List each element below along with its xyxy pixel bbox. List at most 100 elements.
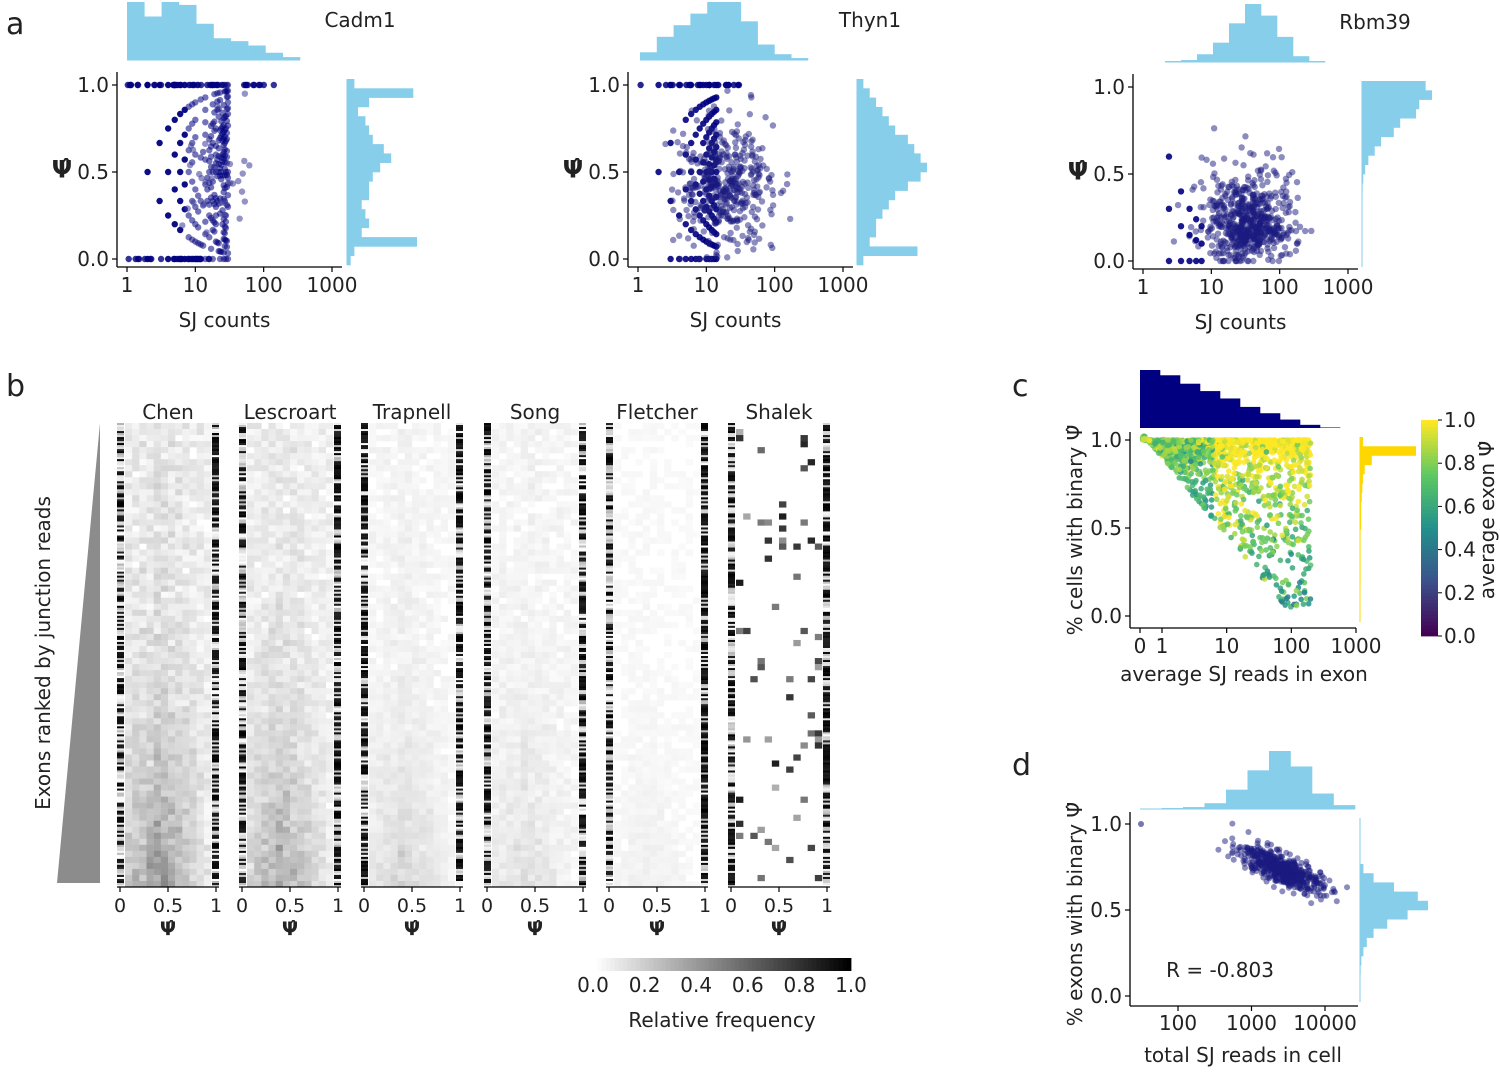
heatmap-cell	[146, 826, 154, 833]
heatmap-cell	[261, 802, 269, 809]
heatmap-cell	[132, 621, 140, 629]
heatmap-cell	[146, 645, 154, 653]
data-point	[224, 192, 232, 199]
heatmap-cell	[125, 537, 133, 544]
heatmap-cell	[325, 784, 334, 791]
heatmap-edge-cell	[239, 531, 246, 534]
heatmap-edge-cell	[117, 575, 124, 578]
heatmap-cell	[318, 519, 327, 526]
heatmap-cell	[160, 826, 169, 833]
heatmap-edge-cell	[239, 487, 246, 490]
heatmap-cell	[433, 688, 441, 695]
heatmap-edge-cell	[117, 551, 124, 554]
heatmap-cell	[318, 862, 327, 870]
heatmap-edge-cell	[212, 519, 219, 522]
heatmap-cell	[160, 670, 169, 677]
heatmap-cell	[376, 700, 384, 707]
heatmap-edge-cell	[212, 860, 219, 864]
heatmap-cell	[182, 796, 190, 803]
heatmap-cell	[261, 453, 269, 460]
heatmap-edge-cell	[239, 740, 246, 743]
heatmap-edge-cell	[239, 666, 246, 669]
heatmap-edge-cell	[117, 872, 124, 876]
heatmap-cell	[325, 645, 334, 653]
heatmap-cell	[247, 760, 255, 767]
heatmap-edge-cell	[334, 567, 341, 570]
data-point	[683, 206, 690, 214]
heatmap-cell	[160, 730, 169, 737]
heatmap-cell	[268, 603, 276, 611]
heatmap-cell	[168, 465, 176, 472]
data-point	[223, 135, 231, 143]
data-point	[709, 229, 716, 237]
heatmap-cell	[146, 483, 154, 490]
heatmap-edge-cell	[239, 748, 246, 751]
heatmap-cell	[376, 543, 384, 550]
heatmap-cell	[203, 555, 212, 562]
heatmap-cell	[433, 585, 441, 592]
heatmap-cell	[146, 567, 154, 574]
heatmap-cell	[383, 639, 391, 647]
heatmap-edge-cell	[334, 525, 341, 528]
heatmap-cell	[247, 627, 255, 635]
heatmap-edge-cell	[334, 487, 341, 490]
heatmap-cell	[275, 633, 284, 641]
heatmap-cell	[153, 694, 162, 701]
heatmap-cell	[196, 694, 205, 701]
heatmap-cell	[247, 784, 255, 791]
heatmap-edge-cell	[239, 569, 246, 572]
heatmap-cell	[412, 453, 420, 460]
heatmap-edge-cell	[334, 543, 341, 546]
heatmap-edge-cell	[212, 557, 219, 560]
heatmap-edge-cell	[239, 804, 246, 807]
heatmap-cell	[168, 688, 176, 695]
heatmap-edge-cell	[334, 824, 341, 828]
heatmap-cell	[404, 549, 413, 556]
heatmap-cell	[247, 609, 255, 617]
heatmap-edge-cell	[239, 573, 246, 576]
heatmap-cell	[297, 621, 305, 629]
right-histogram-bar	[1362, 81, 1426, 91]
heatmap-cell	[304, 802, 312, 809]
heatmap-cell	[153, 567, 162, 574]
heatmap-cell	[247, 453, 255, 460]
y-tick-label: 0.0	[1093, 249, 1125, 273]
heatmap-cell	[203, 447, 212, 454]
heatmap-cell	[383, 567, 391, 574]
data-point	[176, 139, 184, 147]
heatmap-cell	[261, 477, 269, 484]
data-point	[218, 81, 226, 89]
heatmap-edge-cell	[334, 868, 341, 872]
heatmap-cell	[168, 567, 176, 574]
top-histogram-bar	[740, 21, 758, 60]
heatmap-edge-cell	[212, 617, 219, 621]
heatmap-cell	[153, 688, 162, 695]
heatmap-edge-cell	[334, 577, 341, 580]
heatmap-cell	[440, 639, 449, 647]
right-histogram-bar	[1362, 146, 1375, 156]
heatmap-cell	[175, 862, 183, 870]
heatmap-edge-cell	[334, 545, 341, 548]
heatmap-cell	[146, 429, 154, 436]
heatmap-cell	[153, 856, 162, 864]
heatmap-edge-cell	[212, 565, 219, 568]
heatmap-cell	[290, 561, 298, 568]
heatmap-cell	[304, 688, 312, 695]
heatmap-cell	[397, 489, 406, 496]
heatmap-cell	[132, 730, 140, 737]
heatmap-cell	[383, 633, 391, 641]
heatmap-cell	[297, 754, 305, 761]
heatmap-edge-cell	[334, 591, 341, 595]
heatmap-cell	[203, 844, 212, 852]
data-point	[715, 212, 723, 219]
heatmap-cell	[325, 724, 334, 731]
heatmap-cell	[132, 826, 140, 833]
heatmap-cell	[275, 645, 284, 653]
heatmap-cell	[426, 519, 434, 526]
heatmap-edge-cell	[334, 535, 341, 538]
heatmap-edge-cell	[212, 447, 219, 450]
heatmap-cell	[168, 718, 176, 725]
heatmap-cell	[261, 621, 269, 629]
heatmap-edge-cell	[212, 792, 219, 795]
top-histogram-bar	[213, 38, 232, 60]
